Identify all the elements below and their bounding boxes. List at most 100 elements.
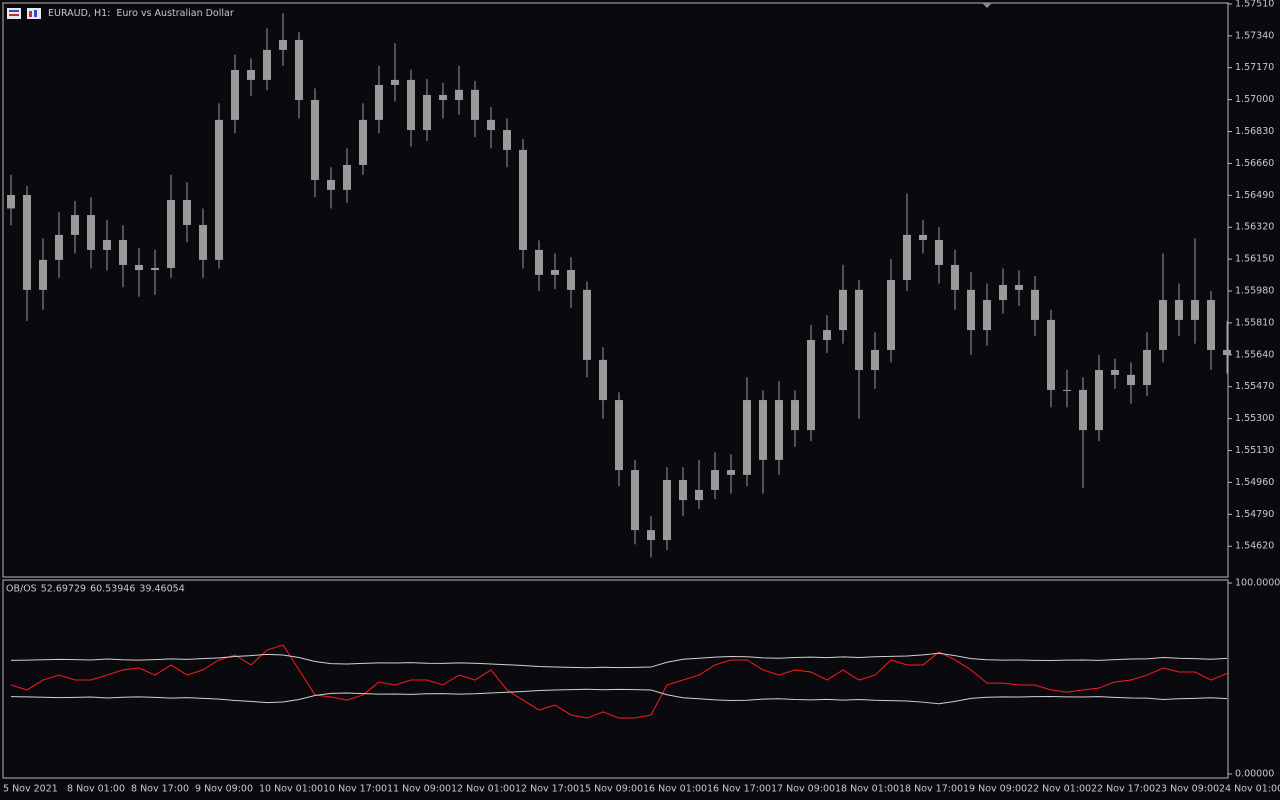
candle-body [1015,285,1023,290]
x-tick-label: 15 Nov 09:00 [579,784,643,795]
candle-body [151,267,159,271]
candle-body [135,264,143,271]
x-tick-label: 8 Nov 17:00 [131,784,189,795]
candle-body [567,270,575,290]
candle-body [951,264,959,290]
candle-body [1207,300,1215,350]
candle-body [695,489,703,501]
x-tick-label: 24 Nov 01:00 [1219,784,1280,795]
candle-body [647,530,655,541]
candle-body [311,100,319,180]
candle-body [455,89,463,101]
y-tick-label: 1.55130 [1235,445,1274,456]
candle-body [1127,374,1135,386]
candle-body [823,330,831,341]
candle-body [1047,319,1055,390]
x-tick-label: 18 Nov 17:00 [899,784,963,795]
candle-body [359,119,367,165]
candle-body [439,94,447,101]
y-tick-label: 1.55300 [1235,413,1274,424]
candle-body [215,119,223,260]
indicator-value: 39.46054 [139,583,184,594]
candle-body [1063,389,1071,391]
indicator-value: 60.53946 [90,583,135,594]
candle-body [871,349,879,371]
x-tick-label: 18 Nov 01:00 [835,784,899,795]
candle-body [295,39,303,101]
y-tick-label: 1.55640 [1235,349,1274,360]
y-tick-label: 1.57340 [1235,30,1274,41]
candle-body [247,69,255,80]
y-tick-label: 1.57510 [1235,0,1274,9]
x-tick-label: 23 Nov 09:00 [1155,784,1219,795]
indicator-line [10,688,1228,705]
x-tick-label: 5 Nov 2021 [3,784,58,795]
candle-body [1111,370,1119,375]
x-tick-label: 8 Nov 01:00 [67,784,125,795]
x-tick-label: 12 Nov 01:00 [451,784,515,795]
x-tick-label: 16 Nov 17:00 [707,784,771,795]
y-tick-label: 1.56830 [1235,126,1274,137]
candle-body [199,224,207,260]
candle-body [375,85,383,120]
y-tick-label: 1.54960 [1235,477,1274,488]
shift-marker[interactable] [982,3,992,8]
y-tick-label: 1.56320 [1235,222,1274,233]
candle-body [1031,289,1039,320]
candle-body [599,359,607,401]
candle-body [327,179,335,190]
candle-body [775,400,783,460]
candle-body [631,470,639,531]
candle-body [935,239,943,265]
y-tick-label: 0.00000 [1235,769,1274,780]
x-tick-label: 19 Nov 09:00 [963,784,1027,795]
x-tick-label: 9 Nov 09:00 [195,784,253,795]
chart-icon[interactable] [27,8,41,19]
candle-body [615,400,623,471]
candle-body [1191,300,1199,320]
x-tick-label: 17 Nov 09:00 [771,784,835,795]
y-tick-label: 1.57170 [1235,62,1274,73]
candle-body [727,470,735,475]
y-tick-label: 1.54620 [1235,541,1274,552]
main-frame [2,2,1229,578]
icon-bar [34,10,37,17]
icon-line [9,10,19,12]
candle-body [663,479,671,541]
candle-body [679,479,687,501]
candle-body [535,249,543,275]
candle-body [1159,300,1167,350]
candle-body [167,200,175,268]
y-tick-label: 1.54790 [1235,509,1274,520]
icon-line [9,14,19,16]
candle-body [231,69,239,120]
candle-body [519,149,527,250]
candle-body [7,194,15,209]
x-tick-label: 10 Nov 17:00 [323,784,387,795]
icon-bar [29,11,32,17]
candle-body [1223,349,1231,356]
indicator-line [10,644,1228,719]
candle-body [807,340,815,431]
candle-body [423,94,431,131]
candle-body [23,194,31,290]
y-tick-label: 1.55810 [1235,317,1274,328]
y-tick-label: 100.00000 [1235,577,1280,588]
candle-body [39,259,47,290]
candle-body [471,89,479,120]
x-tick-label: 22 Nov 17:00 [1091,784,1155,795]
x-tick-label: 10 Nov 01:00 [259,784,323,795]
candle-body [983,300,991,331]
candle-body [279,39,287,50]
x-tick-label: 12 Nov 17:00 [515,784,579,795]
y-tick-label: 1.56150 [1235,254,1274,265]
candle-body [1175,300,1183,320]
candle-body [759,400,767,460]
menu-icon[interactable] [7,8,21,19]
candle-body [487,119,495,131]
candle-body [55,234,63,260]
candle-body [903,234,911,280]
y-tick-label: 1.56490 [1235,190,1274,201]
